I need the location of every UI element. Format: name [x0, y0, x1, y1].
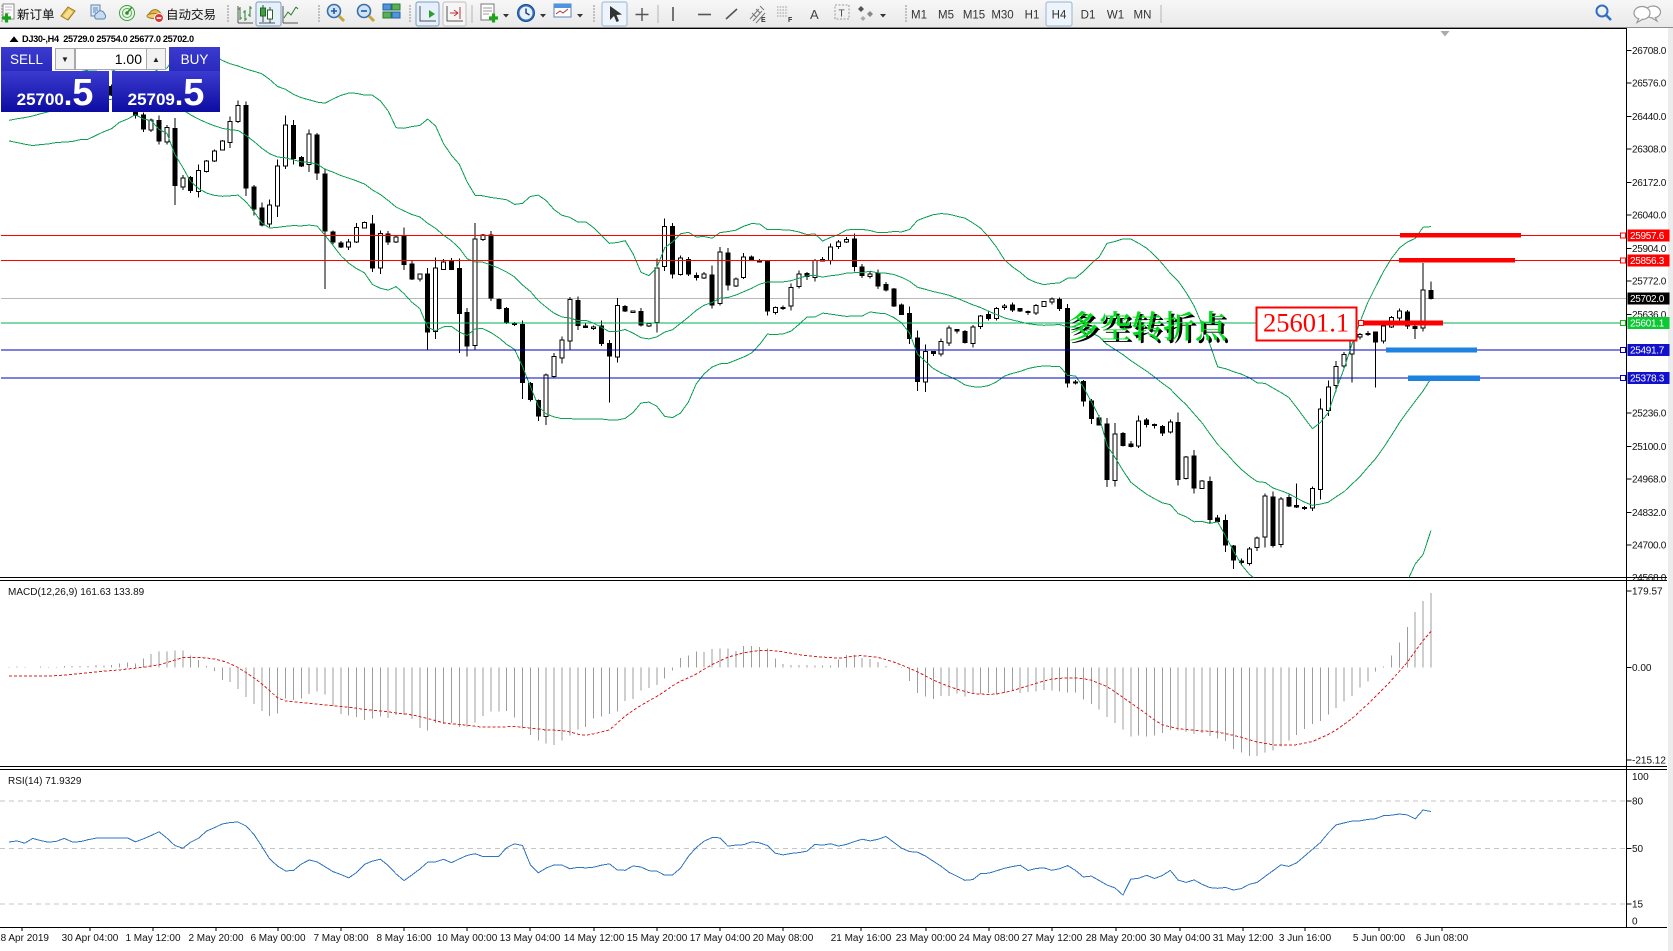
svg-text:26708.0: 26708.0 [1632, 46, 1667, 57]
svg-text:50: 50 [1632, 844, 1644, 855]
svg-text:25772.0: 25772.0 [1632, 277, 1667, 288]
svg-text:25378.3: 25378.3 [1630, 374, 1665, 385]
svg-text:26308.0: 26308.0 [1632, 145, 1667, 156]
svg-text:W1: W1 [1107, 10, 1124, 22]
svg-text:25856.3: 25856.3 [1630, 256, 1665, 267]
svg-text:25491.7: 25491.7 [1630, 346, 1665, 357]
svg-text:A: A [810, 7, 819, 22]
svg-text:25904.0: 25904.0 [1632, 244, 1667, 255]
svg-text:7 May 08:00: 7 May 08:00 [313, 933, 368, 944]
svg-text:25957.6: 25957.6 [1630, 231, 1665, 242]
svg-text:26040.0: 26040.0 [1632, 211, 1667, 222]
svg-text:179.57: 179.57 [1632, 586, 1663, 597]
svg-text:25636.0: 25636.0 [1632, 310, 1667, 321]
svg-text:28 Apr 2019: 28 Apr 2019 [0, 933, 49, 944]
svg-text:6 Jun 08:00: 6 Jun 08:00 [1416, 933, 1469, 944]
svg-text:26172.0: 26172.0 [1632, 178, 1667, 189]
svg-text:3 Jun 16:00: 3 Jun 16:00 [1279, 933, 1332, 944]
svg-text:15 May 20:00: 15 May 20:00 [627, 933, 688, 944]
svg-text:24968.0: 24968.0 [1632, 475, 1667, 486]
svg-text:0: 0 [1632, 917, 1638, 928]
svg-text:31 May 12:00: 31 May 12:00 [1213, 933, 1274, 944]
svg-text:MACD(12,26,9) 161.63 133.89: MACD(12,26,9) 161.63 133.89 [8, 587, 145, 598]
svg-text:0.00: 0.00 [1632, 663, 1652, 674]
svg-text:25702.0: 25702.0 [1630, 294, 1665, 305]
svg-text:30 Apr 04:00: 30 Apr 04:00 [62, 933, 119, 944]
svg-text:24832.0: 24832.0 [1632, 508, 1667, 519]
svg-text:MN: MN [1134, 10, 1152, 22]
svg-text:H4: H4 [1052, 10, 1067, 22]
svg-text:25100.0: 25100.0 [1632, 442, 1667, 453]
svg-text:27 May 12:00: 27 May 12:00 [1022, 933, 1083, 944]
svg-text:26576.0: 26576.0 [1632, 79, 1667, 90]
svg-text:10 May 00:00: 10 May 00:00 [437, 933, 498, 944]
svg-text:5 Jun 00:00: 5 Jun 00:00 [1353, 933, 1406, 944]
svg-text:24568.0: 24568.0 [1632, 573, 1667, 584]
svg-text:-215.12: -215.12 [1632, 755, 1666, 766]
svg-text:25236.0: 25236.0 [1632, 409, 1667, 420]
svg-text:F: F [788, 17, 793, 24]
svg-text:14 May 12:00: 14 May 12:00 [564, 933, 625, 944]
svg-text:H1: H1 [1025, 10, 1040, 22]
svg-text:15: 15 [1632, 900, 1644, 911]
svg-text:DJ30-,H4 25729.0 25754.0 2567: DJ30-,H4 25729.0 25754.0 25677.0 25702.0 [22, 34, 194, 44]
svg-text:80: 80 [1632, 796, 1644, 807]
svg-text:21 May 16:00: 21 May 16:00 [831, 933, 892, 944]
svg-text:25601.1: 25601.1 [1630, 319, 1665, 330]
svg-text:M15: M15 [963, 10, 985, 22]
svg-text:6 May 00:00: 6 May 00:00 [250, 933, 305, 944]
svg-text:M30: M30 [991, 10, 1013, 22]
svg-text:24700.0: 24700.0 [1632, 541, 1667, 552]
svg-text:E: E [761, 17, 766, 24]
svg-text:8 May 16:00: 8 May 16:00 [376, 933, 431, 944]
svg-text:24 May 08:00: 24 May 08:00 [959, 933, 1020, 944]
svg-text:26440.0: 26440.0 [1632, 112, 1667, 123]
svg-text:20 May 08:00: 20 May 08:00 [753, 933, 814, 944]
svg-text:23 May 00:00: 23 May 00:00 [896, 933, 957, 944]
svg-text:2 May 20:00: 2 May 20:00 [188, 933, 243, 944]
svg-text:100: 100 [1632, 772, 1649, 783]
svg-text:T: T [839, 9, 845, 20]
svg-text:M1: M1 [911, 10, 927, 22]
svg-text:28 May 20:00: 28 May 20:00 [1086, 933, 1147, 944]
svg-text:25601.1: 25601.1 [1263, 308, 1349, 338]
svg-text:RSI(14) 71.9329: RSI(14) 71.9329 [8, 776, 82, 787]
svg-text:1 May 12:00: 1 May 12:00 [125, 933, 180, 944]
svg-text:30 May 04:00: 30 May 04:00 [1150, 933, 1211, 944]
svg-text:17 May 04:00: 17 May 04:00 [690, 933, 751, 944]
svg-text:M5: M5 [938, 10, 954, 22]
svg-text:D1: D1 [1081, 10, 1096, 22]
svg-text:13 May 04:00: 13 May 04:00 [500, 933, 561, 944]
